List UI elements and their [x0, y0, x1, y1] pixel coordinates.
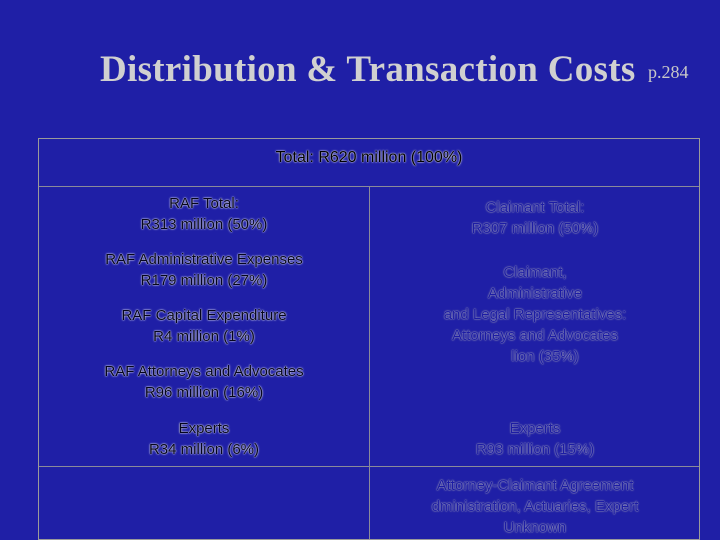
claimant-legal-cell: Claimant, Administrative and Legal Repre… — [443, 264, 627, 365]
raf-experts-cell: Experts R34 million (6%) — [148, 420, 260, 458]
cost-table: Total: R620 million (100%) RAF Total: R3… — [38, 138, 700, 540]
raf-capital-expenditure-cell: RAF Capital Expenditure R4 million (1%) — [121, 307, 287, 345]
claimant-experts-cell: Experts R93 million (15%) — [475, 420, 595, 458]
agreement-costs-cell: Attorney-Claimant Agreement dministratio… — [431, 477, 639, 536]
raf-total-cell: RAF Total: R313 million (50%) — [140, 195, 268, 233]
slide-title: Distribution & Transaction Costs — [100, 49, 636, 90]
column-divider — [369, 186, 370, 539]
page-reference: p.284 — [648, 62, 689, 82]
claimant-total-cell: Claimant Total: R307 million (50%) — [471, 199, 599, 237]
raf-admin-expenses-cell: RAF Administrative Expenses R179 million… — [105, 251, 303, 289]
table-header-total: Total: R620 million (100%) — [275, 149, 463, 166]
raf-attorneys-cell: RAF Attorneys and Advocates R96 million … — [104, 363, 304, 401]
